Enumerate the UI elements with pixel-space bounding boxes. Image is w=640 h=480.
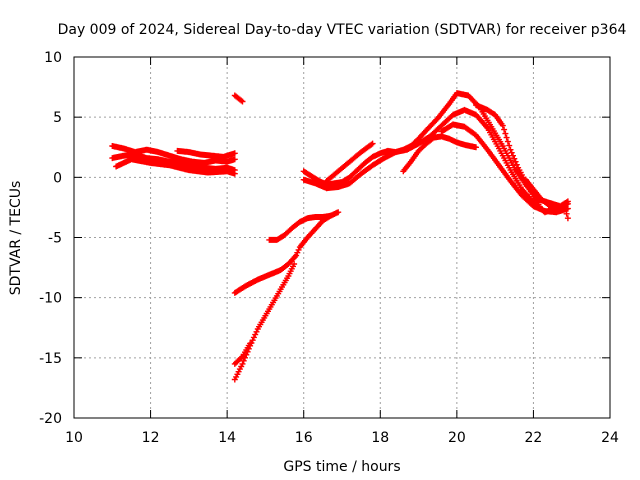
series-trace-c — [113, 156, 238, 177]
chart-title: Day 009 of 2024, Sidereal Day-to-day VTE… — [58, 22, 627, 38]
grid-lines — [74, 57, 610, 418]
x-tick-label: 20 — [448, 430, 466, 446]
x-tick-label: 16 — [295, 430, 313, 446]
x-tick-label: 10 — [65, 430, 83, 446]
y-tick-label: -5 — [48, 231, 62, 247]
x-tick-label: 12 — [142, 430, 160, 446]
point-markers — [109, 143, 238, 166]
x-tick-label: 14 — [218, 430, 236, 446]
y-tick-label: 10 — [44, 50, 62, 66]
series-trace-l — [323, 140, 376, 184]
series-trace-i — [266, 212, 334, 243]
y-tick-label: -10 — [39, 291, 62, 307]
point-markers — [174, 147, 238, 160]
y-tick-label: 0 — [53, 170, 62, 186]
series-trace-b — [109, 151, 238, 174]
point-markers — [231, 92, 246, 105]
series-trace-a — [109, 143, 238, 166]
series-trace-h — [231, 340, 254, 367]
series-trace-p — [473, 102, 545, 212]
y-tick-label: -20 — [39, 411, 62, 427]
series-trace-d — [174, 147, 238, 160]
point-markers — [473, 102, 545, 212]
point-markers — [109, 151, 238, 174]
x-tick-label: 22 — [525, 430, 543, 446]
x-tick-label: 24 — [601, 430, 619, 446]
point-markers — [113, 156, 238, 177]
series-trace-m — [400, 133, 479, 175]
y-axis-label: SDTVAR / TECUs — [8, 181, 24, 296]
y-tick-label: 5 — [53, 110, 62, 126]
point-markers — [323, 140, 376, 184]
y-tick-label: -15 — [39, 351, 62, 367]
series-trace-e — [231, 92, 246, 105]
point-markers — [266, 212, 334, 243]
data-points — [109, 90, 571, 383]
point-markers — [231, 340, 254, 367]
axis-ticks — [73, 56, 611, 419]
x-axis-label: GPS time / hours — [283, 459, 400, 475]
point-markers — [400, 133, 479, 175]
tick-labels: 10 12 14 16 18 20 22 24 -20 -15 -10 -5 0 5 10 — [39, 50, 619, 446]
x-tick-label: 18 — [371, 430, 389, 446]
